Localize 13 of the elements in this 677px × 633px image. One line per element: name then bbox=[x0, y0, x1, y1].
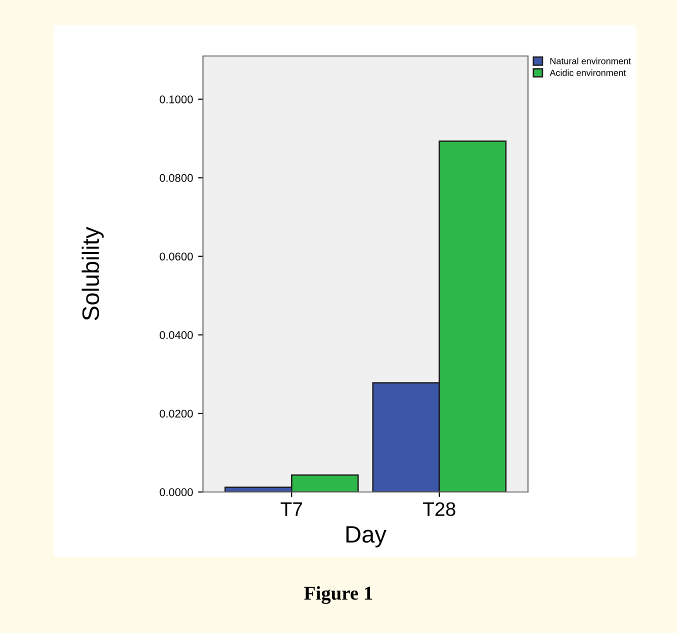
y-tick-label: 0.0600 bbox=[160, 252, 193, 260]
caption: Figure 1 bbox=[304, 586, 372, 604]
y-tick-label: 0.1000 bbox=[160, 95, 193, 104]
y-axis-title: Solubility bbox=[82, 226, 104, 320]
y-tick-label: 0.0000 bbox=[160, 488, 193, 496]
legend-label: Natural environment bbox=[550, 58, 631, 64]
y-tick-label: 0.0400 bbox=[160, 331, 193, 340]
legend-label: Acidic environment bbox=[550, 69, 626, 76]
x-tick-label: T7 bbox=[280, 502, 302, 516]
x-tick-label: T28 bbox=[423, 502, 456, 516]
y-tick-label: 0.0800 bbox=[160, 174, 193, 182]
x-axis-title: Day bbox=[346, 526, 386, 548]
y-tick-label: 0.0200 bbox=[160, 410, 193, 418]
